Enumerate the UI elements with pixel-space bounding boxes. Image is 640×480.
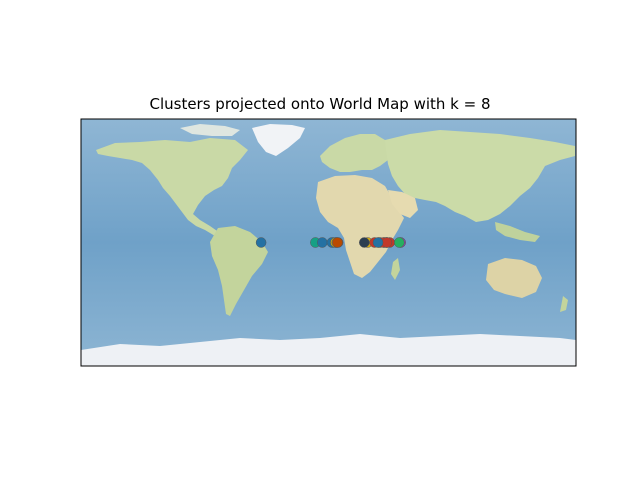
land-north-america [96, 138, 248, 236]
land-antarctica [81, 334, 576, 366]
land-australia [486, 258, 542, 298]
map-frame [80, 118, 577, 367]
land-asia [385, 130, 575, 222]
cluster-point-c4 [372, 237, 384, 248]
chart-title: Clusters projected onto World Map with k… [149, 95, 491, 113]
cluster-point-c1 [381, 237, 393, 248]
land-south-america [210, 226, 268, 316]
cluster-point-c6 [394, 237, 405, 248]
land-greenland [252, 124, 305, 156]
land-madagascar [391, 258, 400, 280]
cluster-point-c2 [359, 237, 370, 248]
land-new-zealand [560, 296, 568, 312]
land-africa [316, 175, 404, 278]
cluster-point-c7 [332, 237, 343, 248]
land-arctic-islands [180, 124, 240, 136]
land-europe [320, 134, 392, 172]
cluster-points [255, 237, 406, 248]
cluster-point-c4 [255, 237, 267, 248]
cluster-point-c4 [317, 237, 328, 248]
land-arabia [388, 190, 418, 218]
land-southeast-asia [495, 222, 540, 242]
